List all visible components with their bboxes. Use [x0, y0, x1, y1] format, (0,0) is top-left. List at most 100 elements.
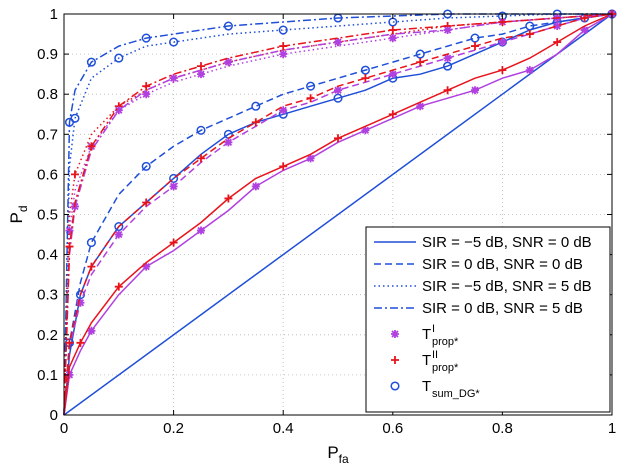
- series-point: [306, 81, 316, 91]
- legend-label: TI prop*: [422, 323, 459, 348]
- x-tick-label: 1: [608, 420, 616, 437]
- x-axis-label: Pfa: [327, 443, 349, 466]
- legend: SIR = −5 dB, SNR = 0 dB SIR = 0 dB, SNR =…: [365, 226, 611, 413]
- legend-marker: [391, 330, 399, 338]
- legend-label: SIR = 0 dB, SNR = 5 dB: [422, 300, 583, 317]
- legend-label: SIR = −5 dB, SNR = 5 dB: [422, 278, 592, 295]
- y-tick-label: 0.7: [37, 126, 58, 143]
- series-line: [63, 13, 613, 416]
- series-point: [360, 65, 370, 75]
- series-point: [334, 38, 342, 47]
- series-point: [223, 21, 233, 31]
- series-point: [141, 33, 151, 43]
- series-point: [279, 162, 288, 171]
- series-point: [197, 154, 205, 163]
- y-tick-label: 0.6: [37, 166, 58, 183]
- series-point: [416, 58, 425, 67]
- series-point: [306, 154, 315, 163]
- series-point: [525, 30, 534, 39]
- series-point: [279, 50, 288, 59]
- y-axis-label-main: P: [7, 212, 26, 223]
- series-point: [141, 161, 151, 171]
- legend-entry: SIR = 0 dB, SNR = 5 dB: [374, 300, 583, 317]
- chance-line-group: [63, 13, 613, 416]
- x-tick-label: 0.4: [273, 420, 294, 437]
- series-point: [64, 117, 75, 127]
- series-point: [87, 262, 96, 271]
- series-point: [251, 182, 260, 191]
- series-point: [251, 101, 261, 111]
- series-point: [65, 242, 74, 251]
- series-point: [498, 18, 507, 27]
- series-point: [86, 57, 96, 67]
- series-point: [114, 53, 124, 63]
- series-point: [142, 82, 151, 91]
- y-tick-label: 0.9: [37, 46, 58, 63]
- legend-marker: [391, 356, 399, 364]
- chance-line: [63, 13, 613, 416]
- legend-entry: SIR = −5 dB, SNR = 5 dB: [374, 278, 592, 295]
- series-line: [63, 13, 613, 416]
- series-point: [334, 86, 342, 95]
- series-point: [498, 38, 507, 47]
- series-line: [63, 13, 613, 416]
- series-point: [334, 134, 342, 143]
- series-point: [388, 26, 397, 35]
- series-point: [361, 126, 370, 135]
- series-point: [196, 125, 206, 135]
- series-point: [251, 118, 260, 127]
- series-point: [87, 142, 96, 151]
- series-point: [169, 37, 179, 47]
- series-point: [142, 262, 151, 271]
- y-tick-label: 0.5: [37, 207, 58, 224]
- series-point: [114, 282, 123, 291]
- series-point: [279, 42, 288, 51]
- series-group: [63, 13, 613, 416]
- legend-entry: TI prop*: [391, 323, 459, 348]
- series-point: [443, 61, 453, 71]
- series-point: [224, 138, 233, 147]
- series-group: [63, 13, 613, 416]
- x-axis-label-sub: fa: [339, 452, 349, 466]
- series-point: [114, 106, 123, 115]
- y-axis-label-sub: d: [16, 205, 30, 212]
- series-point: [471, 42, 479, 51]
- axis-ticks: 0 0.2 0.4 0.6 0.8 1 0 0.1 0.2 0.3 0.4 0.5 0.6 0.7 0.8 0…: [37, 6, 616, 437]
- y-tick-label: 0.4: [37, 247, 58, 264]
- y-axis-label: Pd: [7, 205, 30, 223]
- series-point: [498, 66, 507, 75]
- series-point: [169, 74, 178, 83]
- legend-label: SIR = −5 dB, SNR = 0 dB: [422, 234, 592, 251]
- series-point: [306, 94, 315, 103]
- y-tick-label: 0.1: [37, 367, 58, 384]
- series-point: [197, 62, 205, 71]
- series-point: [525, 21, 535, 31]
- series-point: [65, 370, 74, 379]
- series-point: [114, 221, 124, 232]
- series-point: [169, 173, 179, 183]
- y-tick-label: 0.8: [37, 86, 58, 103]
- y-tick-label: 0.3: [37, 287, 58, 304]
- series-point: [169, 238, 178, 247]
- series-line: [63, 13, 612, 416]
- series-point: [70, 170, 79, 179]
- series-point: [169, 182, 178, 191]
- series-point: [525, 66, 534, 75]
- series-point: [76, 298, 85, 307]
- series-point: [416, 102, 425, 111]
- series-point: [443, 54, 452, 63]
- series-point: [114, 230, 123, 239]
- series-point: [361, 74, 370, 83]
- x-axis-label-main: P: [327, 443, 338, 462]
- series-point: [470, 33, 480, 43]
- series-point: [580, 26, 589, 35]
- legend-label: TII prop*: [422, 349, 459, 374]
- series-group: [63, 13, 613, 416]
- series-point: [197, 226, 205, 235]
- series-point: [388, 110, 397, 119]
- y-tick-label: 0.2: [37, 327, 58, 344]
- series-point: [142, 90, 151, 99]
- y-tick-label: 0: [50, 407, 58, 424]
- legend-entry: SIR = −5 dB, SNR = 0 dB: [374, 234, 592, 251]
